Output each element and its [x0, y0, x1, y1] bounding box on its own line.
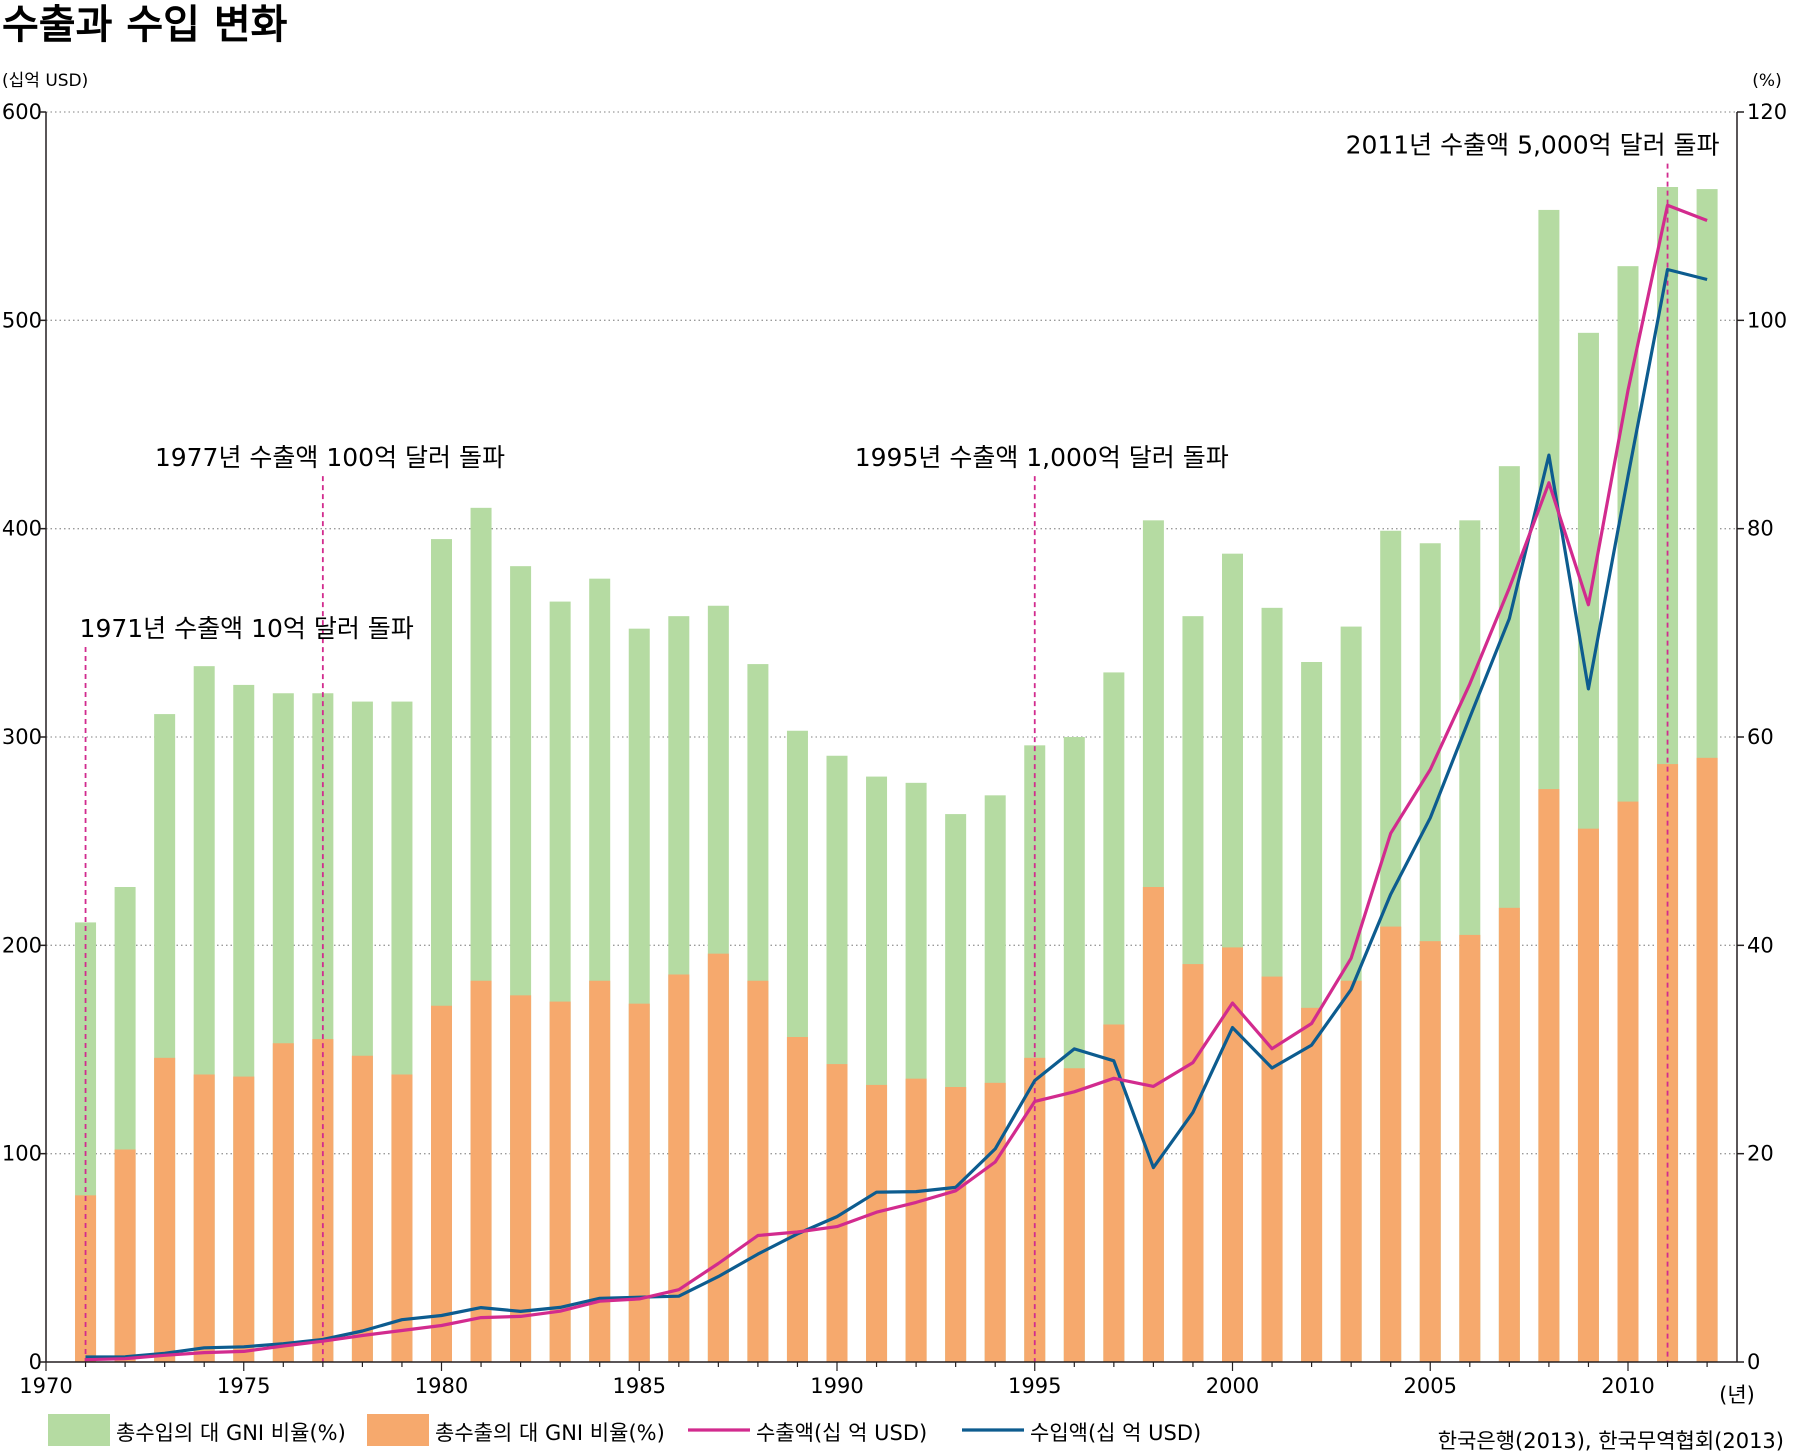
export-ratio-bar: [866, 1084, 888, 1362]
annotation-label: 1977년 수출액 100억 달러 돌파: [155, 443, 505, 472]
right-tick-label: 20: [1747, 1142, 1774, 1166]
chart-title: 수출과 수입 변화: [2, 2, 288, 48]
export-ratio-bar: [1657, 764, 1679, 1362]
export-ratio-bar: [154, 1057, 176, 1362]
x-tick-label: 1985: [613, 1374, 666, 1398]
export-ratio-bar: [1380, 926, 1402, 1362]
x-tick-label: 1975: [217, 1374, 270, 1398]
axes: 0 100 200 300 400 500 600 0 20 40 60 80 100 120 1970 19…: [2, 100, 1787, 1398]
right-tick-label: 120: [1747, 100, 1787, 124]
annotation-label: 1971년 수출액 10억 달러 돌파: [80, 614, 414, 643]
left-axis-unit: (십억 USD): [2, 71, 88, 91]
annotation-lines: [84, 163, 1669, 1362]
right-tick-label: 100: [1747, 308, 1787, 332]
export-ratio-bar: [391, 1074, 413, 1362]
export-ratio-bar: [905, 1078, 927, 1362]
right-tick-label: 80: [1747, 517, 1774, 541]
left-tick-label: 200: [2, 933, 42, 957]
legend-import-value-label: 수입액(십 억 USD): [1030, 1421, 1201, 1445]
export-ratio-bar: [510, 995, 532, 1362]
x-tick-label: 2005: [1404, 1374, 1457, 1398]
gridlines: [46, 111, 1737, 1155]
export-line: [85, 203, 1708, 1362]
export-ratio-bar: [1498, 907, 1520, 1362]
export-ratio-bars: [75, 757, 1718, 1362]
legend-export-value-label: 수출액(십 억 USD): [756, 1421, 927, 1445]
export-ratio-bar: [1419, 941, 1441, 1362]
left-tick-label: 400: [2, 517, 42, 541]
export-ratio-bar: [1696, 757, 1718, 1362]
left-tick-label: 0: [29, 1350, 42, 1374]
export-ratio-bar: [707, 953, 729, 1362]
x-tick-label: 1990: [810, 1374, 863, 1398]
x-tick-label: 2000: [1206, 1374, 1259, 1398]
left-tick-label: 500: [2, 308, 42, 332]
export-ratio-bar: [945, 1087, 967, 1362]
annotation-labels: 1971년 수출액 10억 달러 돌파 1977년 수출액 100억 달러 돌파 1…: [80, 131, 1720, 643]
export-ratio-bar: [1103, 1024, 1125, 1362]
export-ratio-bar: [1301, 1007, 1323, 1362]
x-tick-label: 1995: [1008, 1374, 1061, 1398]
export-ratio-bar: [470, 980, 492, 1362]
export-ratio-bar: [1142, 887, 1164, 1362]
export-ratio-bar: [114, 1149, 136, 1362]
export-ratio-bar: [1340, 980, 1362, 1362]
export-ratio-bar: [1617, 801, 1639, 1362]
export-ratio-bar: [549, 1001, 571, 1362]
export-ratio-bar: [984, 1082, 1006, 1362]
left-tick-label: 300: [2, 725, 42, 749]
right-tick-label: 40: [1747, 933, 1774, 957]
export-ratio-bar: [668, 974, 690, 1362]
left-tick-label: 100: [2, 1142, 42, 1166]
import-line: [85, 267, 1708, 1359]
export-ratio-bar: [351, 1055, 373, 1362]
export-ratio-bar: [1538, 789, 1560, 1362]
export-ratio-bar: [431, 1005, 452, 1362]
right-axis-unit: (%): [1752, 71, 1781, 91]
right-tick-label: 0: [1747, 1350, 1760, 1374]
x-axis-unit: (년): [1719, 1383, 1755, 1407]
legend-export-ratio-swatch: [367, 1414, 429, 1446]
left-tick-label: 600: [2, 100, 42, 124]
export-ratio-bar: [786, 1037, 808, 1362]
legend: 총수입의 대 GNI 비율(%) 총수출의 대 GNI 비율(%) 수출액(십 억 …: [48, 1414, 1201, 1446]
legend-import-ratio-swatch: [48, 1414, 110, 1446]
x-tick-label: 1980: [415, 1374, 468, 1398]
export-ratio-bar: [233, 1076, 255, 1362]
annotation-label: 1995년 수출액 1,000억 달러 돌파: [855, 443, 1229, 472]
export-ratio-bar: [826, 1064, 848, 1362]
export-ratio-bar: [1182, 964, 1204, 1362]
annotation-label: 2011년 수출액 5,000억 달러 돌파: [1346, 131, 1720, 160]
export-ratio-bar: [272, 1043, 294, 1362]
export-ratio-bar: [628, 1003, 650, 1362]
export-ratio-bar: [747, 980, 769, 1362]
series-lines: [85, 203, 1708, 1362]
source-note: 한국은행(2013), 한국무역협회(2013): [1438, 1429, 1784, 1453]
x-tick-label: 2010: [1601, 1374, 1654, 1398]
export-ratio-bar: [1222, 947, 1243, 1362]
legend-export-ratio-label: 총수출의 대 GNI 비율(%): [435, 1421, 665, 1445]
export-ratio-bar: [1577, 828, 1599, 1362]
x-tick-label: 1970: [19, 1374, 72, 1398]
legend-import-ratio-label: 총수입의 대 GNI 비율(%): [116, 1421, 346, 1445]
export-ratio-bar: [589, 980, 611, 1362]
right-tick-label: 60: [1747, 725, 1774, 749]
export-ratio-bar: [1459, 934, 1481, 1362]
export-ratio-bar: [1063, 1068, 1085, 1362]
export-ratio-bar: [1261, 976, 1283, 1362]
export-ratio-bar: [193, 1074, 215, 1362]
